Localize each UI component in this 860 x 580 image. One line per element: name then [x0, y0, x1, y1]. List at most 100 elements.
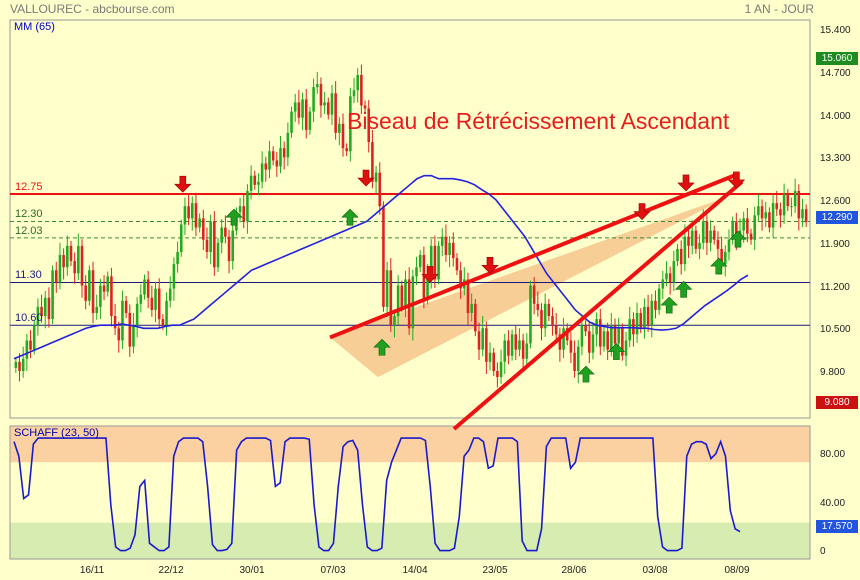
candle-body-146 — [551, 316, 554, 326]
candle-body-173 — [650, 300, 654, 326]
high-value-box: 15.060 — [816, 52, 858, 65]
x-tick-0: 16/11 — [79, 565, 105, 576]
candle-body-175 — [657, 288, 661, 310]
candle-body-151 — [569, 340, 573, 353]
candle-body-24 — [102, 285, 106, 292]
candle-body-98 — [374, 172, 378, 182]
candle-body-32 — [132, 325, 135, 347]
candle-body-192 — [720, 248, 723, 265]
pattern-annotation: Biseau de Rétrécissement Ascendant — [347, 108, 730, 134]
candle-body-5 — [32, 325, 36, 350]
candle-body-160 — [602, 331, 606, 347]
candle-body-89 — [341, 123, 345, 149]
candle-body-161 — [606, 331, 609, 350]
level-label-3: 11.30 — [15, 269, 42, 282]
candle-body-41 — [165, 300, 168, 326]
candle-body-34 — [139, 294, 143, 304]
candle-body-21 — [91, 270, 95, 314]
candle-body-106 — [404, 279, 407, 307]
price-y-tick-8: 9.800 — [820, 367, 846, 379]
candle-body-4 — [29, 340, 32, 350]
candle-body-139 — [525, 343, 529, 359]
moving-average-line — [13, 174, 749, 360]
candle-body-66 — [257, 181, 260, 185]
price-y-tick-2: 14.000 — [820, 110, 851, 122]
candle-body-19 — [84, 285, 87, 301]
candle-body-31 — [128, 313, 132, 347]
candle-body-83 — [319, 84, 323, 106]
schaff-y-tick-2: 0 — [820, 546, 826, 557]
sell-arrow-5 — [677, 174, 695, 192]
candle-body-162 — [610, 325, 613, 350]
buy-arrow-6 — [674, 280, 693, 298]
schaff-overbought-zone — [10, 426, 810, 463]
candle-body-28 — [117, 328, 121, 341]
schaff-legend: SCHAFF (23, 50) — [14, 427, 99, 439]
schaff-oversold-zone — [10, 522, 810, 559]
candle-body-144 — [543, 303, 547, 329]
price-y-tick-3: 13.300 — [820, 153, 851, 165]
candle-body-209 — [782, 193, 786, 216]
candle-body-58 — [227, 236, 231, 262]
schaff-y-tick-1: 40.00 — [820, 497, 846, 509]
x-tick-8: 08/09 — [724, 565, 750, 576]
candle-body-63 — [246, 190, 249, 222]
candle-body-56 — [220, 227, 223, 243]
candle-body-186 — [698, 242, 701, 249]
candle-body-181 — [679, 248, 683, 265]
candle-body-171 — [643, 306, 646, 329]
candle-body-185 — [694, 230, 698, 249]
candle-body-49 — [194, 203, 198, 228]
candle-body-143 — [540, 309, 543, 329]
candle-body-121 — [459, 270, 462, 289]
low-value-box: 9.080 — [816, 396, 858, 409]
candle-body-115 — [437, 245, 440, 280]
candle-body-125 — [474, 303, 477, 332]
candle-body-16 — [73, 261, 76, 274]
candle-body-208 — [779, 209, 782, 216]
candle-body-147 — [554, 325, 558, 335]
candle-body-17 — [77, 245, 80, 274]
candle-body-77 — [297, 102, 301, 118]
candle-body-3 — [25, 340, 29, 359]
candle-body-164 — [617, 328, 620, 344]
x-tick-3: 07/03 — [320, 565, 346, 576]
candle-body-26 — [110, 276, 113, 317]
candle-body-184 — [690, 230, 694, 246]
last-price-box: 12.290 — [816, 211, 858, 224]
candle-body-159 — [599, 319, 602, 347]
sell-arrow-1 — [357, 169, 375, 187]
candle-body-68 — [264, 163, 268, 170]
candle-body-142 — [536, 303, 540, 310]
candle-body-167 — [628, 319, 632, 341]
candle-body-71 — [275, 160, 279, 167]
candle-body-157 — [591, 334, 595, 353]
candle-body-130 — [492, 352, 495, 371]
candle-body-126 — [477, 331, 481, 350]
candle-body-190 — [712, 230, 716, 240]
candle-body-40 — [161, 319, 165, 326]
candle-body-205 — [768, 212, 771, 228]
schaff-y-tick-0: 80.00 — [820, 449, 846, 461]
x-tick-6: 28/06 — [561, 565, 587, 576]
candle-body-213 — [797, 190, 801, 219]
buy-arrow-4 — [607, 343, 626, 360]
candle-body-70 — [271, 151, 275, 161]
candle-body-138 — [521, 340, 525, 359]
candle-body-172 — [646, 306, 650, 326]
candle-body-124 — [470, 303, 473, 314]
candle-body-134 — [507, 340, 510, 356]
candle-body-110 — [418, 255, 422, 268]
candle-body-140 — [529, 285, 532, 344]
candle-body-65 — [253, 175, 257, 185]
candle-body-37 — [150, 297, 154, 310]
candle-body-174 — [654, 300, 657, 310]
candle-body-119 — [451, 242, 455, 259]
candle-body-145 — [547, 303, 551, 317]
candle-body-90 — [345, 148, 348, 152]
candle-body-211 — [790, 206, 793, 208]
candle-body-104 — [396, 285, 400, 317]
candle-body-191 — [716, 239, 720, 249]
candle-body-176 — [661, 279, 665, 289]
